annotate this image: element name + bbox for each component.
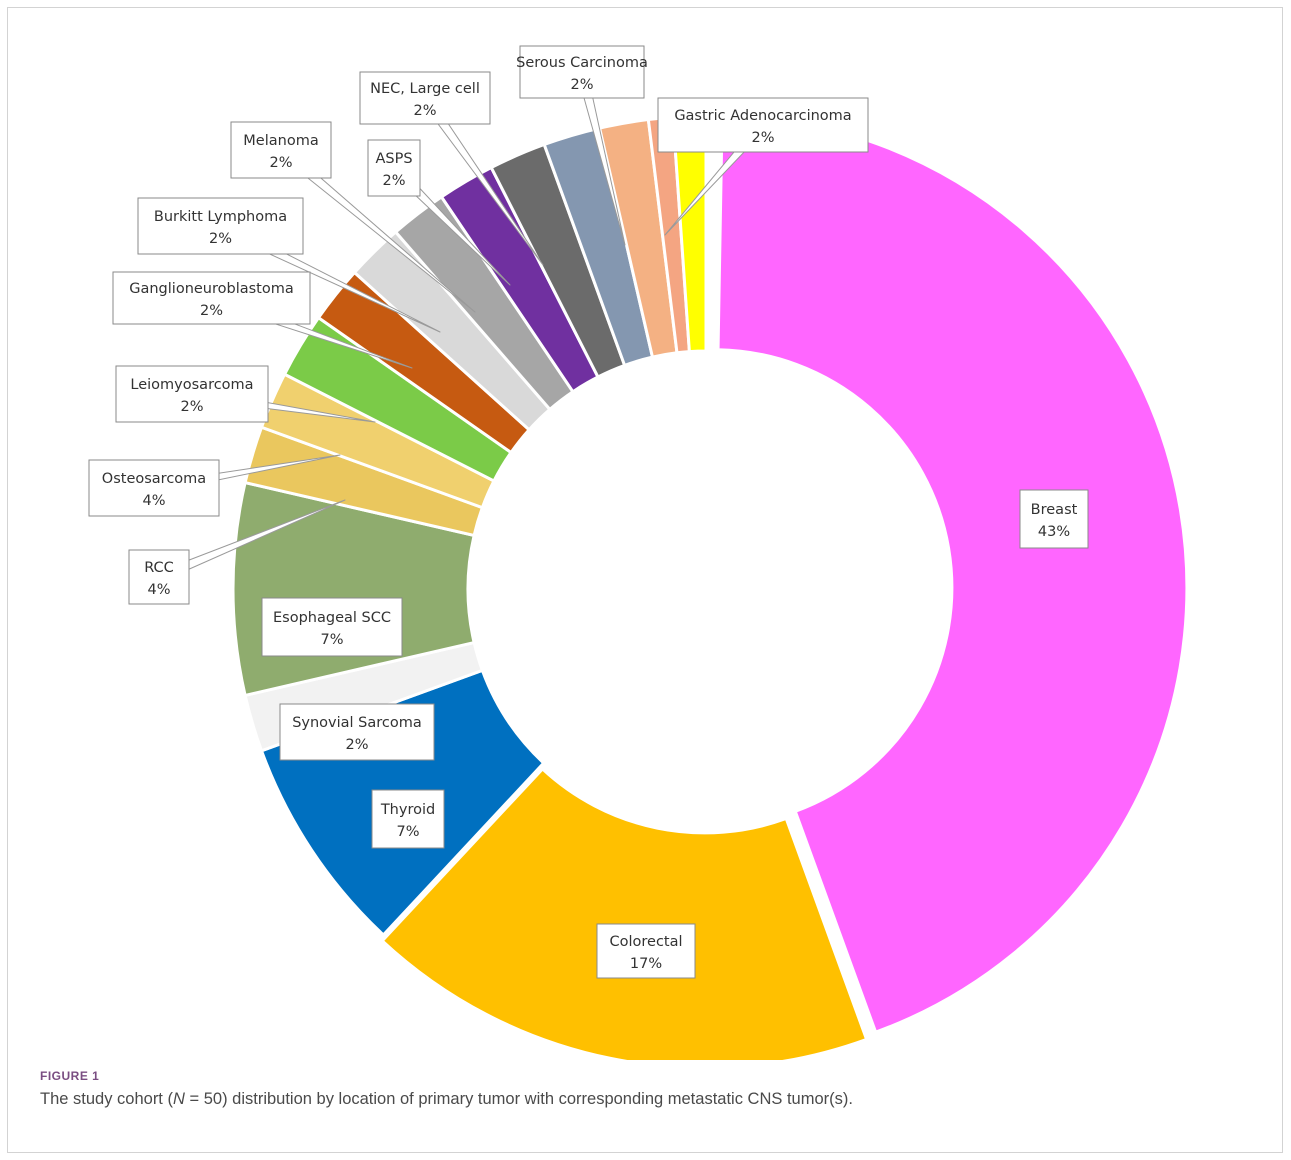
- data-label-name-osteosarcoma: Osteosarcoma: [102, 471, 206, 487]
- data-label-name-thyroid: Thyroid: [380, 802, 435, 818]
- data-label-name-rcc: RCC: [144, 560, 174, 576]
- label-box-leiomyosarcoma: [115, 365, 269, 423]
- caption-text-before: The study cohort (: [40, 1090, 173, 1108]
- label-box-synovial-sarcoma: [279, 703, 435, 761]
- label-box-esophageal-scc: [261, 597, 403, 657]
- slice-breast: [716, 113, 1189, 1035]
- data-label-name-colorectal: Colorectal: [609, 934, 682, 950]
- data-label-value-synovial-sarcoma: 2%: [345, 737, 368, 753]
- label-box-rcc: [128, 549, 190, 605]
- label-box-asps: [367, 139, 421, 197]
- label-box-colorectal: [596, 923, 696, 979]
- data-label-value-melanoma: 2%: [269, 155, 292, 171]
- data-label-value-serous-carcinoma: 2%: [570, 77, 593, 93]
- data-label-value-colorectal: 17%: [630, 956, 662, 972]
- label-box-thyroid: [371, 789, 445, 849]
- caption-text-after: = 50) distribution by location of primar…: [184, 1090, 853, 1108]
- data-label-value-asps: 2%: [382, 173, 405, 189]
- label-box-gastric-adenocarcinoma: [657, 97, 869, 153]
- data-label-value-leiomyosarcoma: 2%: [180, 399, 203, 415]
- label-box-burkitt-lymphoma: [137, 197, 304, 255]
- label-box-ganglioneuroblastoma: [112, 271, 311, 325]
- data-label-name-breast: Breast: [1031, 502, 1078, 518]
- data-label-name-asps: ASPS: [375, 151, 412, 167]
- data-label-name-esophageal-scc: Esophageal SCC: [273, 610, 391, 626]
- label-box-melanoma: [230, 121, 332, 179]
- label-box-osteosarcoma: [88, 459, 220, 517]
- data-label-name-nec-large-cell: NEC, Large cell: [370, 81, 480, 97]
- data-label-name-serous-carcinoma: Serous Carcinoma: [516, 55, 648, 71]
- data-label-name-ganglioneuroblastoma: Ganglioneuroblastoma: [129, 281, 294, 297]
- data-label-value-ganglioneuroblastoma: 2%: [200, 303, 223, 319]
- data-label-name-synovial-sarcoma: Synovial Sarcoma: [292, 715, 422, 731]
- data-label-value-breast: 43%: [1038, 524, 1070, 540]
- data-label-name-melanoma: Melanoma: [243, 133, 318, 149]
- figure-caption: The study cohort (N = 50) distribution b…: [40, 1090, 853, 1109]
- data-label-value-thyroid: 7%: [396, 824, 419, 840]
- label-box-serous-carcinoma: [519, 45, 645, 99]
- data-label-name-leiomyosarcoma: Leiomyosarcoma: [130, 377, 253, 393]
- slice-colorectal: [380, 766, 869, 1060]
- label-box-nec-large-cell: [359, 71, 491, 125]
- label-box-breast: [1019, 489, 1089, 549]
- data-label-value-nec-large-cell: 2%: [413, 103, 436, 119]
- data-label-name-burkitt-lymphoma: Burkitt Lymphoma: [154, 209, 287, 225]
- donut-chart: Breast 43% Colorectal 17% Thyroid 7% Synovial …: [88, 45, 1189, 1060]
- data-label-value-osteosarcoma: 4%: [142, 493, 165, 509]
- data-label-value-burkitt-lymphoma: 2%: [209, 231, 232, 247]
- data-label-name-gastric-adenocarcinoma: Gastric Adenocarcinoma: [674, 108, 851, 124]
- data-label-value-esophageal-scc: 7%: [320, 632, 343, 648]
- figure-label: FIGURE 1: [40, 1069, 100, 1083]
- data-label-value-gastric-adenocarcinoma: 2%: [751, 130, 774, 146]
- data-label-value-rcc: 4%: [147, 582, 170, 598]
- caption-n-symbol: N: [172, 1090, 185, 1108]
